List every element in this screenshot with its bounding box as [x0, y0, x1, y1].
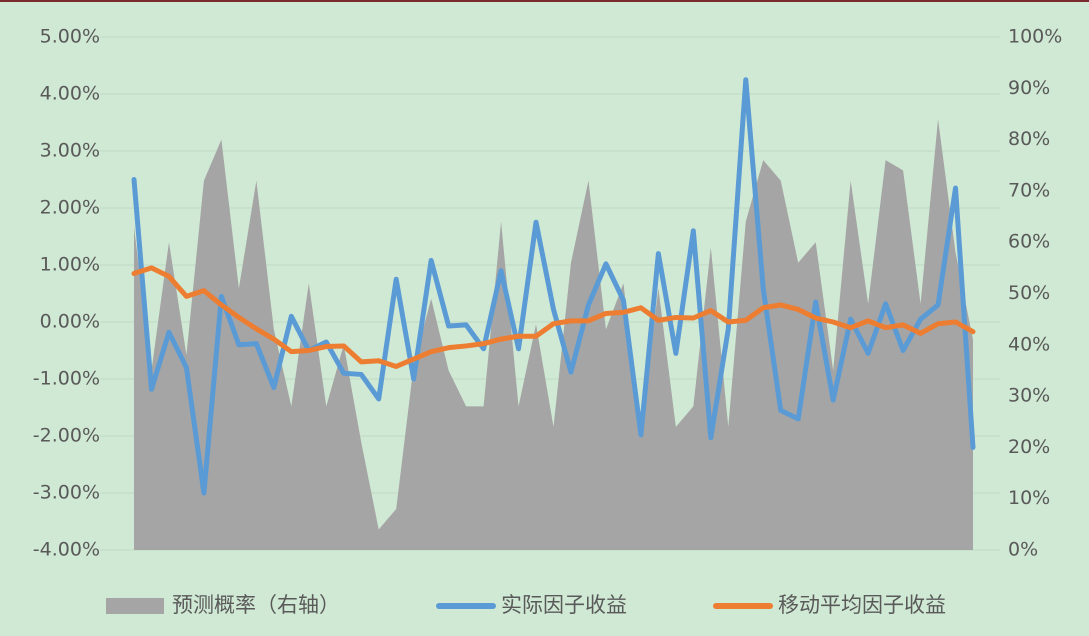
y-tick-label: 4.00% — [40, 83, 100, 105]
y2-tick-label: 50% — [1008, 282, 1050, 304]
y2-tick-label: 100% — [1008, 26, 1062, 48]
y2-tick-label: 0% — [1008, 539, 1038, 561]
y2-tick-label: 30% — [1008, 385, 1050, 407]
y-tick-label: 3.00% — [40, 140, 100, 162]
y2-tick-label: 10% — [1008, 487, 1050, 509]
y2-tick-label: 90% — [1008, 77, 1050, 99]
y-tick-label: 5.00% — [40, 26, 100, 48]
legend-label: 移动平均因子收益 — [778, 593, 946, 617]
legend: 预测概率（右轴） 实际因子收益 移动平均因子收益 — [106, 593, 946, 617]
line — [131, 77, 976, 496]
y2-tick-label: 60% — [1008, 231, 1050, 253]
legend-swatch — [106, 598, 164, 614]
y-tick-label: 2.00% — [40, 197, 100, 219]
y-tick-label: -2.00% — [33, 425, 100, 447]
area — [134, 119, 973, 550]
legend-label: 实际因子收益 — [501, 593, 627, 617]
line — [131, 265, 976, 369]
y-tick-label: -1.00% — [33, 368, 100, 390]
y2-tick-label: 20% — [1008, 436, 1050, 458]
y-tick-label: -4.00% — [33, 539, 100, 561]
y2-tick-label: 40% — [1008, 333, 1050, 355]
y2-tick-label: 70% — [1008, 179, 1050, 201]
y2-tick-label: 80% — [1008, 128, 1050, 150]
y-tick-label: -3.00% — [33, 482, 100, 504]
y-tick-label: 1.00% — [40, 254, 100, 276]
legend-label: 预测概率（右轴） — [172, 593, 340, 617]
y-tick-label: 0.00% — [40, 311, 100, 333]
